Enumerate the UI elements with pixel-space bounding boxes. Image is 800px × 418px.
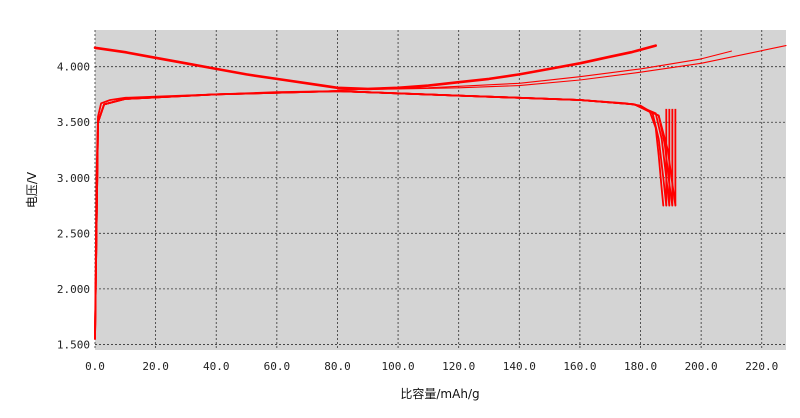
x-tick-label: 40.0 xyxy=(203,360,230,373)
x-tick-label: 160.0 xyxy=(563,360,596,373)
x-axis-title: 比容量/mAh/g xyxy=(400,386,479,401)
x-tick-label: 140.0 xyxy=(503,360,536,373)
series-group xyxy=(93,44,787,340)
x-tick-label: 60.0 xyxy=(264,360,291,373)
x-tick-label: 180.0 xyxy=(624,360,657,373)
x-tick-label: 100.0 xyxy=(382,360,415,373)
x-axis-ticks: 0.0 20.0 40.0 60.0 80.0 100.0 120.0 140.0 160.0 1… xyxy=(85,360,778,373)
y-tick-label: 3.500 xyxy=(57,116,90,129)
y-tick-label: 2.500 xyxy=(57,227,90,240)
x-tick-label: 80.0 xyxy=(324,360,351,373)
plot-area xyxy=(95,30,786,350)
y-tick-label: 3.000 xyxy=(57,172,90,185)
charge-curve xyxy=(336,50,732,91)
x-tick-label: 120.0 xyxy=(442,360,475,373)
x-tick-label: 200.0 xyxy=(685,360,718,373)
y-tick-label: 2.000 xyxy=(57,283,90,296)
y-tick-label: 1.500 xyxy=(57,338,90,351)
grid-lines xyxy=(94,30,786,350)
y-tick-label: 4.000 xyxy=(57,61,90,74)
discharge-curve xyxy=(94,90,677,340)
y-axis-title: 电压/V xyxy=(25,171,39,208)
x-tick-label: 220.0 xyxy=(745,360,778,373)
x-tick-label: 0.0 xyxy=(85,360,105,373)
y-axis-ticks: 1.500 2.000 2.500 3.000 3.500 4.000 xyxy=(57,61,90,352)
x-tick-label: 20.0 xyxy=(142,360,169,373)
